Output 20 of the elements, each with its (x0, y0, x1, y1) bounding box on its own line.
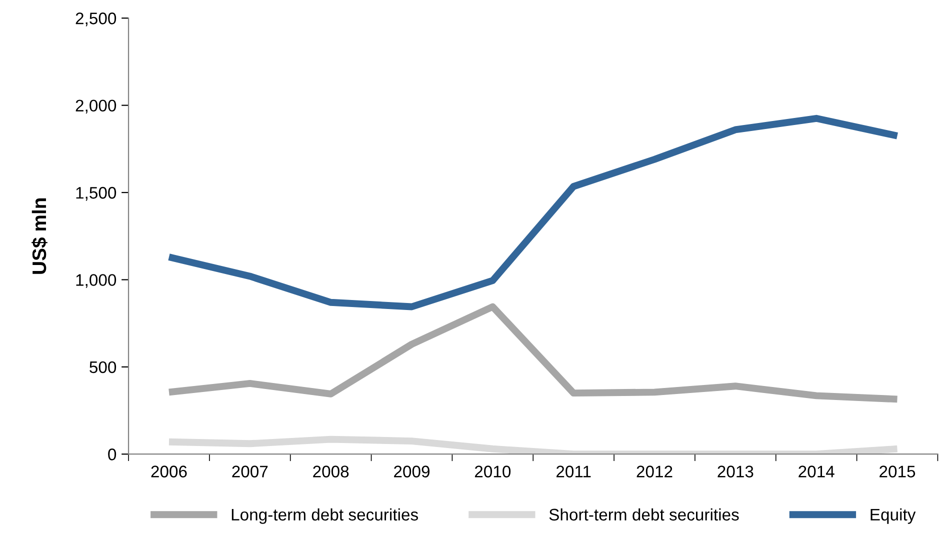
y-tick-label: 500 (90, 361, 116, 374)
y-axis-title: US$ mln (32, 198, 48, 274)
x-tick-label: 2013 (718, 466, 754, 478)
legend-label: Short-term debt securities (549, 508, 739, 521)
y-tick-label: 1,000 (76, 274, 116, 288)
x-tick-label: 2008 (313, 466, 349, 478)
legend-label: Long-term debt securities (232, 508, 418, 524)
x-tick-label: 2012 (636, 466, 672, 478)
x-tick-label: 2011 (556, 466, 591, 478)
legend-label: Equity (870, 508, 916, 524)
y-tick-label: 2,500 (76, 12, 116, 26)
x-tick-label: 2015 (880, 466, 916, 478)
y-tick-label: 0 (108, 448, 116, 460)
x-tick-label: 2007 (232, 466, 268, 478)
x-tick-label: 2009 (394, 466, 430, 478)
y-tick-label: 1,500 (76, 186, 116, 201)
x-tick-label: 2014 (798, 466, 834, 478)
x-tick-label: 2006 (151, 466, 187, 478)
y-tick-label: 2,000 (76, 100, 116, 114)
x-tick-label: 2010 (474, 466, 511, 478)
